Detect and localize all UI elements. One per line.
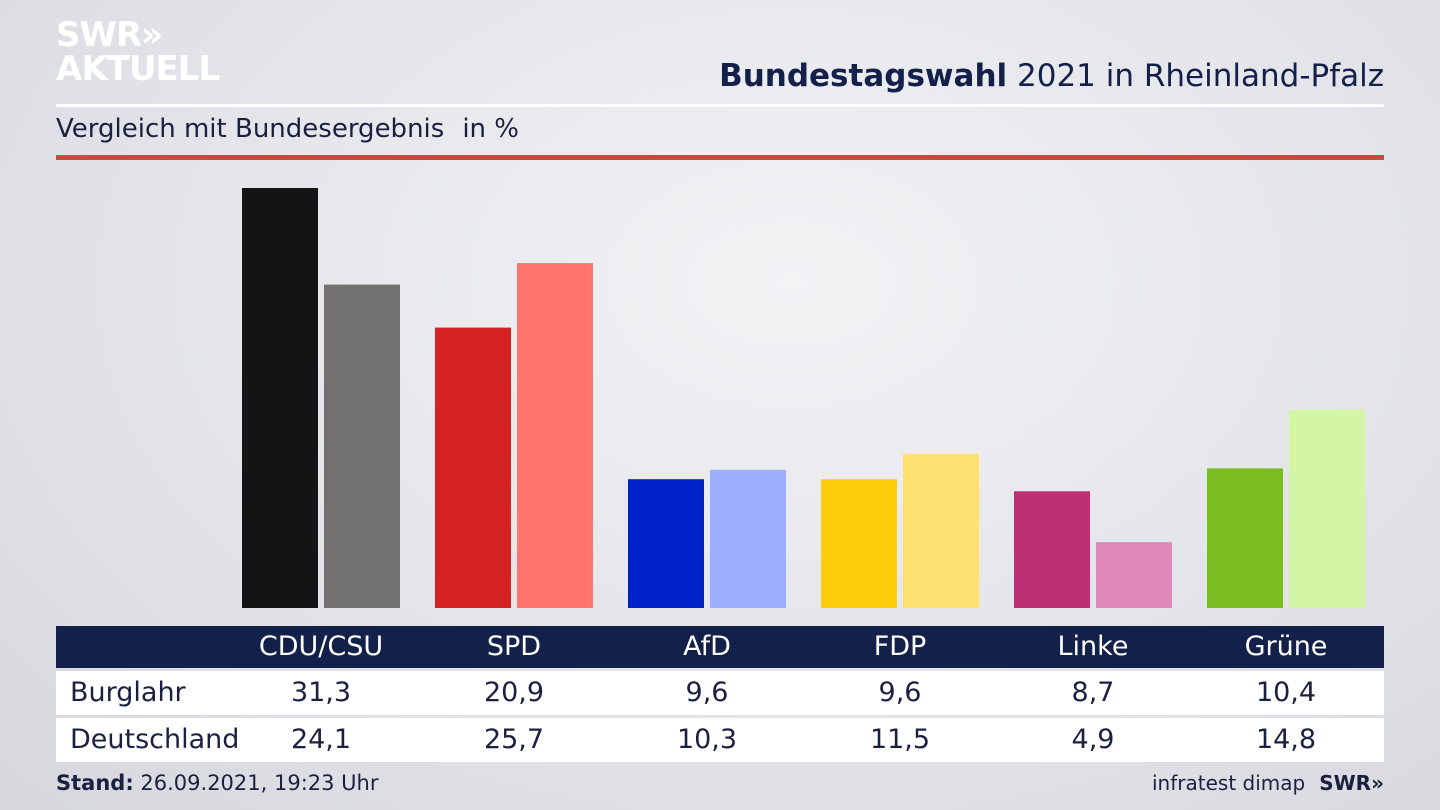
bar-spd-deutschland bbox=[517, 263, 593, 608]
title-bold: Bundestagswahl bbox=[719, 58, 1008, 94]
swr-aktuell-logo: SWR» AKTUELL bbox=[56, 15, 220, 89]
party-label-cdu-csu: CDU/CSU bbox=[258, 631, 384, 662]
title-rest: 2021 in Rheinland-Pfalz bbox=[1007, 58, 1384, 94]
value-label-deutschland-linke: 4,9 bbox=[1071, 724, 1115, 755]
bar-gr-ne-deutschland bbox=[1289, 409, 1365, 608]
party-label-fdp: FDP bbox=[873, 631, 927, 662]
results-table: CDU/CSU SPD AfD FDP Linke Grüne Burglahr 31,3… bbox=[56, 626, 1384, 762]
header-divider bbox=[56, 104, 1384, 107]
bar-afd-burglahr bbox=[628, 479, 704, 608]
swr-brand: SWR» bbox=[1319, 771, 1384, 795]
stand-value: 26.09.2021, 19:23 Uhr bbox=[133, 771, 379, 795]
bar-linke-deutschland bbox=[1096, 542, 1172, 608]
chart-subtitle: Vergleich mit Bundesergebnis in % bbox=[56, 114, 519, 144]
page-title: Bundestagswahl 2021 in Rheinland-Pfalz bbox=[719, 58, 1384, 94]
value-label-burglahr-gr-ne: 10,4 bbox=[1255, 677, 1317, 708]
party-label-afd: AfD bbox=[683, 631, 731, 662]
table-header-row: CDU/CSU SPD AfD FDP Linke Grüne bbox=[56, 626, 1384, 668]
table-row-deutschland: Deutschland 24,1 25,7 10,3 11,5 4,9 14,8 bbox=[56, 718, 1384, 762]
stand-label: Stand: bbox=[56, 771, 134, 795]
logo-line-2: AKTUELL bbox=[56, 49, 220, 89]
bar-spd-burglahr bbox=[435, 327, 511, 608]
value-label-burglahr-afd: 9,6 bbox=[685, 677, 729, 708]
bar-linke-burglahr bbox=[1014, 491, 1090, 608]
bar-cdu-csu-burglahr bbox=[242, 188, 318, 608]
value-label-burglahr-linke: 8,7 bbox=[1071, 677, 1115, 708]
bar-afd-deutschland bbox=[710, 469, 786, 608]
value-label-burglahr-cdu-csu: 31,3 bbox=[290, 677, 352, 708]
subtitle-text: Vergleich mit Bundesergebnis bbox=[56, 114, 445, 144]
party-label-gr-ne: Grüne bbox=[1244, 631, 1328, 662]
bar-gr-ne-burglahr bbox=[1207, 468, 1283, 608]
value-label-deutschland-afd: 10,3 bbox=[676, 724, 738, 755]
table-row-burglahr: Burglahr 31,3 20,9 9,6 9,6 8,7 10,4 bbox=[56, 671, 1384, 715]
party-label-spd: SPD bbox=[486, 631, 542, 662]
bar-fdp-burglahr bbox=[821, 479, 897, 608]
value-label-burglahr-fdp: 9,6 bbox=[878, 677, 922, 708]
accent-divider bbox=[56, 155, 1384, 160]
value-label-deutschland-gr-ne: 14,8 bbox=[1255, 724, 1317, 755]
bar-fdp-deutschland bbox=[903, 453, 979, 608]
unit-label: in % bbox=[462, 114, 519, 144]
logo-line-1: SWR» bbox=[56, 15, 163, 55]
row-label-deutschland: Deutschland bbox=[70, 724, 240, 755]
bar-cdu-csu-deutschland bbox=[324, 284, 400, 608]
value-label-deutschland-cdu-csu: 24,1 bbox=[290, 724, 352, 755]
value-label-burglahr-spd: 20,9 bbox=[483, 677, 545, 708]
timestamp: Stand: 26.09.2021, 19:23 Uhr bbox=[56, 771, 379, 795]
value-label-deutschland-spd: 25,7 bbox=[483, 724, 545, 755]
row-label-burglahr: Burglahr bbox=[70, 677, 186, 708]
source-credit: infratest dimap SWR» bbox=[1152, 771, 1384, 795]
party-label-linke: Linke bbox=[1057, 631, 1129, 662]
source-label: infratest dimap bbox=[1152, 771, 1306, 795]
value-label-deutschland-fdp: 11,5 bbox=[869, 724, 931, 755]
